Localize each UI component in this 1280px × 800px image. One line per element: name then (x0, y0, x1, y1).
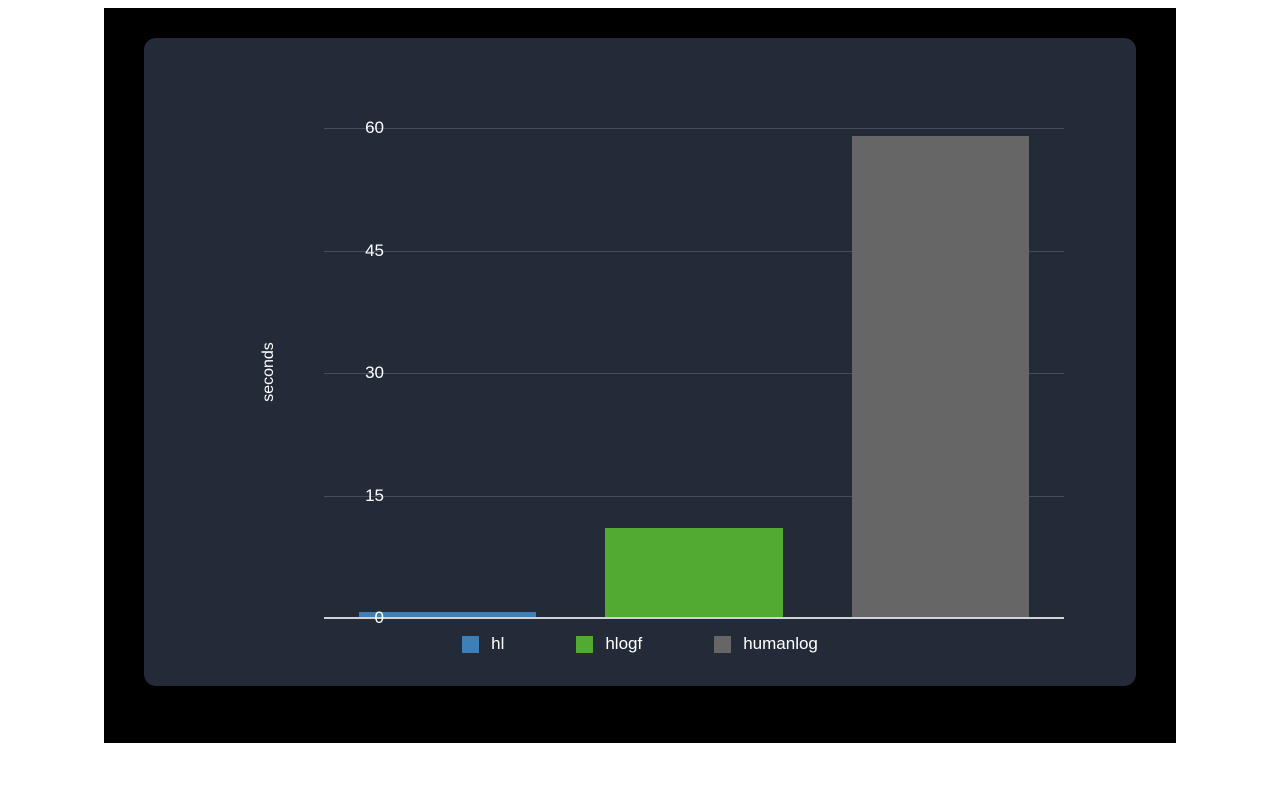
ytick-label: 0 (324, 608, 384, 628)
y-axis-label: seconds (260, 312, 278, 432)
legend: hl hlogf humanlog (144, 634, 1136, 654)
bar-hlogf (605, 528, 783, 618)
legend-swatch (576, 636, 593, 653)
chart-card: 0 15 30 45 60 seconds hl hlogf humanlog (144, 38, 1136, 686)
gridline (324, 128, 1064, 129)
ytick-label: 15 (324, 486, 384, 506)
legend-item-hlogf: hlogf (576, 634, 642, 654)
bar-humanlog (852, 136, 1030, 618)
legend-label: hlogf (605, 634, 642, 654)
legend-item-humanlog: humanlog (714, 634, 818, 654)
legend-label: hl (491, 634, 504, 654)
legend-swatch (714, 636, 731, 653)
ytick-label: 45 (324, 241, 384, 261)
chart-outer-frame: 0 15 30 45 60 seconds hl hlogf humanlog (104, 8, 1176, 743)
legend-item-hl: hl (462, 634, 504, 654)
x-axis-baseline (324, 617, 1064, 619)
ytick-label: 30 (324, 363, 384, 383)
legend-swatch (462, 636, 479, 653)
legend-label: humanlog (743, 634, 818, 654)
plot-area (324, 128, 1064, 618)
ytick-label: 60 (324, 118, 384, 138)
